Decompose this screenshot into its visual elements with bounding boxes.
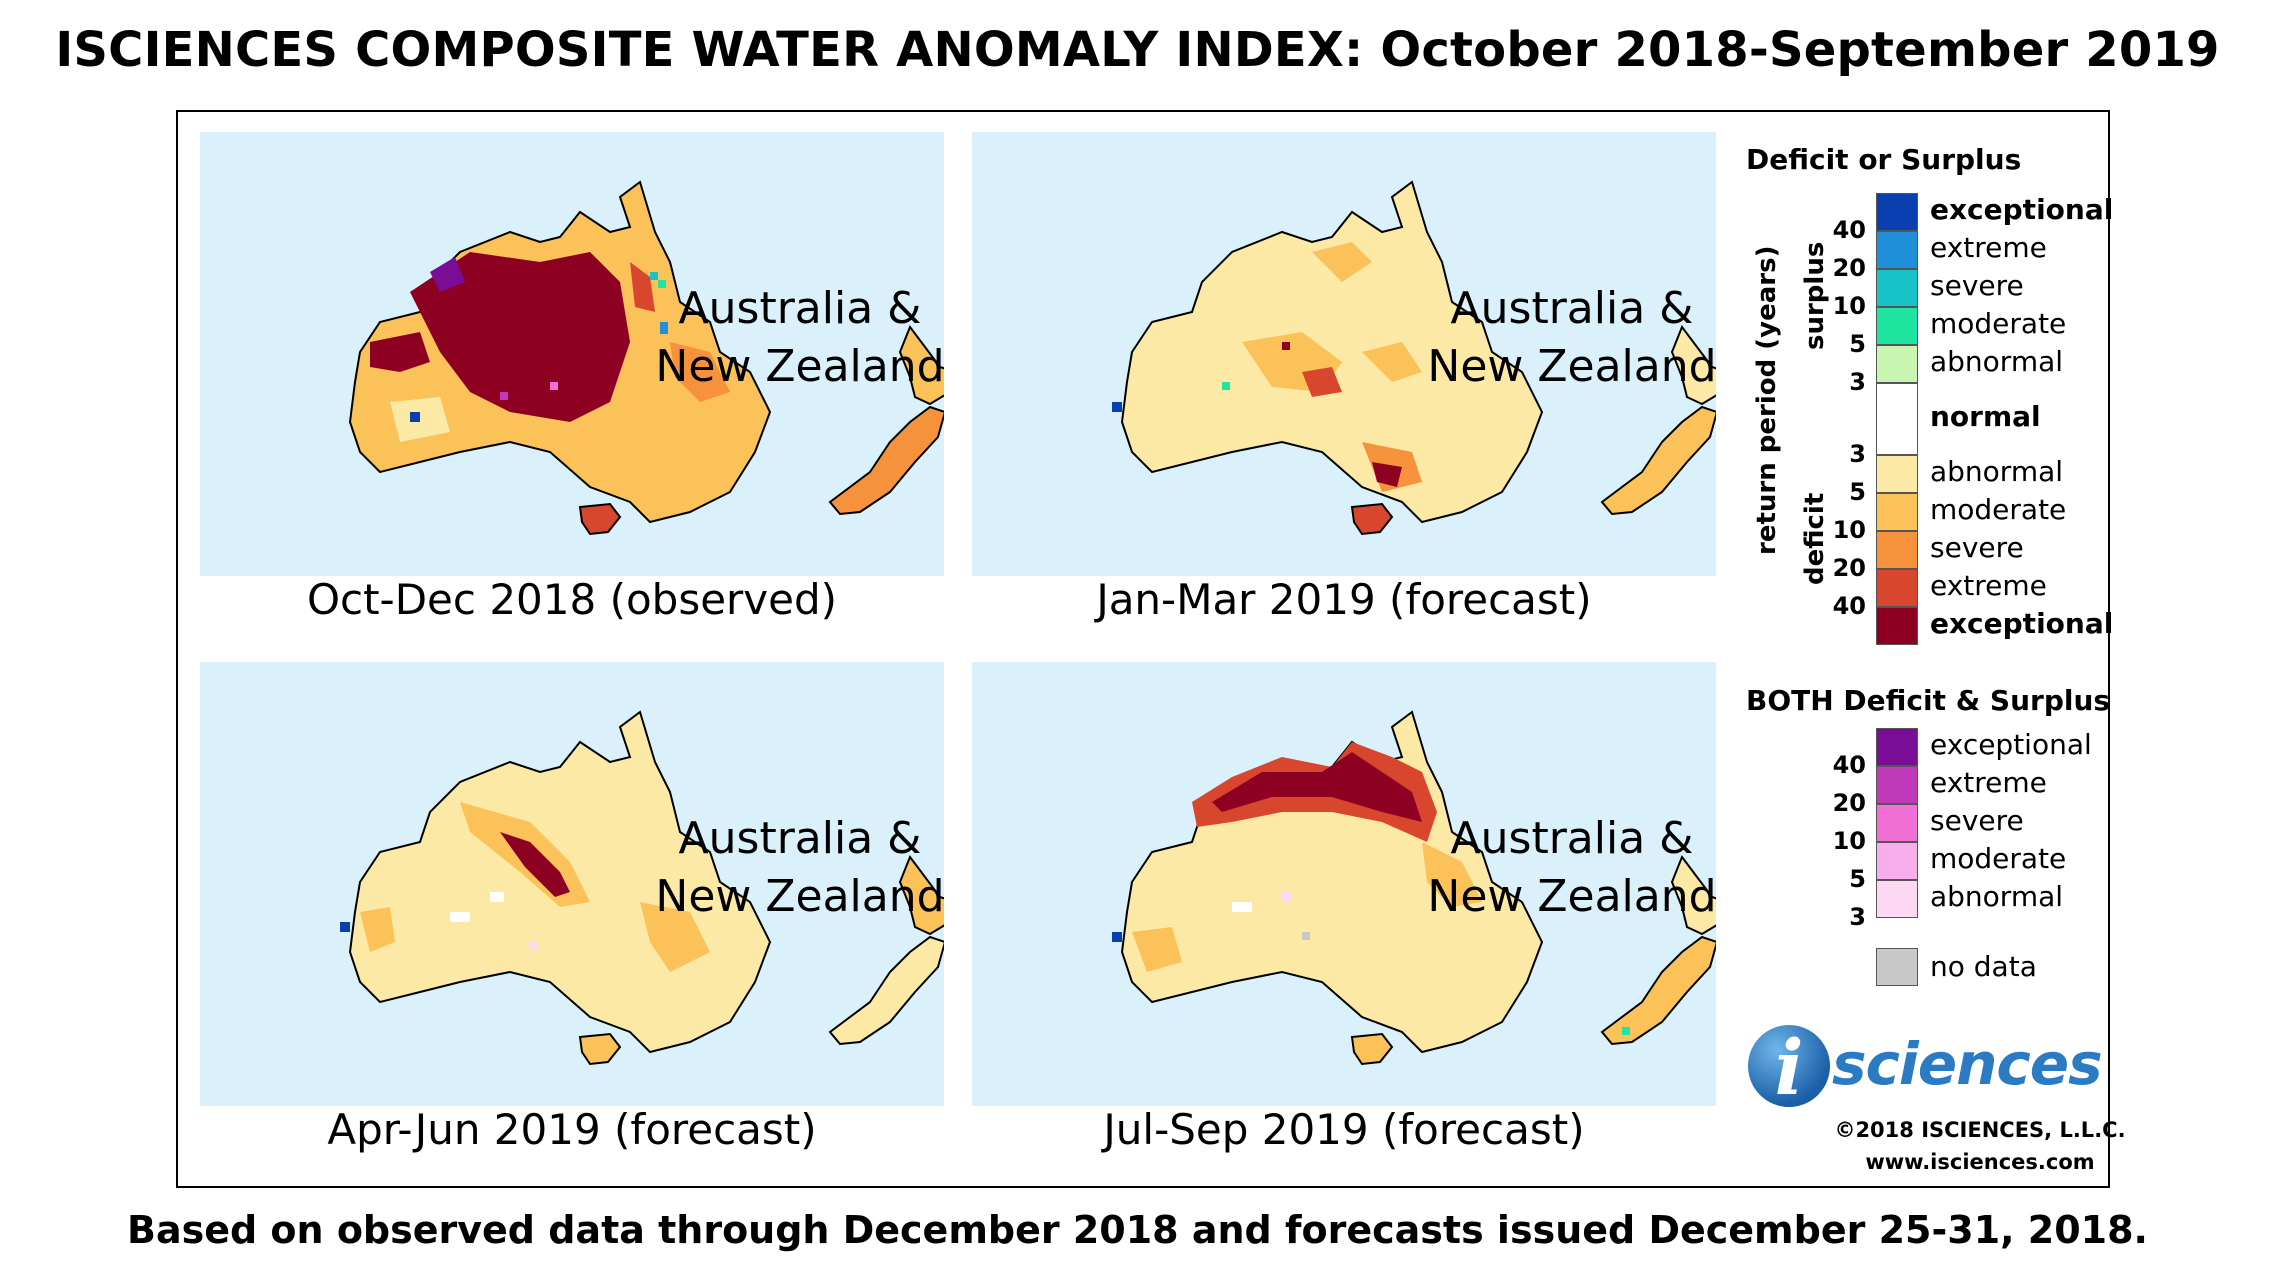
legend-label-deficit-extreme: extreme bbox=[1930, 569, 2047, 602]
legend-swatch-deficit-abnormal bbox=[1876, 455, 1918, 493]
map-apr-jun-2019 bbox=[340, 711, 944, 1065]
logo-i-letter: i bbox=[1774, 1023, 1804, 1112]
legend-tick-both: 3 bbox=[1849, 903, 1866, 931]
legend-swatch-both-moderate bbox=[1876, 842, 1918, 880]
isciences-logo-text: sciences bbox=[1832, 1030, 2103, 1098]
legend-tick-both: 20 bbox=[1832, 789, 1866, 817]
caption-jan-mar-2019: Jan-Mar 2019 (forecast) bbox=[1096, 575, 1592, 624]
legend-swatch-no-data bbox=[1876, 948, 1918, 986]
region-label-1: Australia & New Zealand bbox=[655, 280, 945, 396]
legend-label-both-severe: severe bbox=[1930, 804, 2024, 837]
legend-label-both-exceptional: exceptional bbox=[1930, 728, 2092, 761]
legend-swatch-both-exceptional bbox=[1876, 728, 1918, 766]
region-label-line2: New Zealand bbox=[655, 341, 945, 392]
legend-axis-label: return period (years) bbox=[1752, 245, 1782, 555]
region-label-line2: New Zealand bbox=[655, 871, 945, 922]
legend-label-surplus-exceptional: exceptional bbox=[1930, 193, 2114, 226]
legend-tick-both: 40 bbox=[1832, 751, 1866, 779]
caption-jul-sep-2019: Jul-Sep 2019 (forecast) bbox=[1103, 1105, 1585, 1154]
map-panel-jul-sep-2019 bbox=[972, 662, 1716, 1106]
page-title: ISCIENCES COMPOSITE WATER ANOMALY INDEX:… bbox=[55, 22, 2220, 78]
legend-swatch-surplus-exceptional bbox=[1876, 193, 1918, 231]
region-label-line2: New Zealand bbox=[1427, 341, 1717, 392]
copyright-text: ©2018 ISCIENCES, L.L.C. bbox=[1834, 1118, 2126, 1142]
legend-tick-deficit: 20 bbox=[1832, 554, 1866, 582]
legend-tick-surplus: 10 bbox=[1832, 292, 1866, 320]
region-label-line2: New Zealand bbox=[1427, 871, 1717, 922]
map-frame bbox=[176, 110, 2110, 1188]
region-label-3: Australia & New Zealand bbox=[655, 810, 945, 926]
legend-label-deficit-moderate: moderate bbox=[1930, 493, 2067, 526]
legend-swatch-surplus-extreme bbox=[1876, 231, 1918, 269]
legend-swatch-both-abnormal bbox=[1876, 880, 1918, 918]
legend-tick-deficit: 3 bbox=[1849, 440, 1866, 468]
legend-tick-deficit: 40 bbox=[1832, 592, 1866, 620]
legend-tick-both: 5 bbox=[1849, 865, 1866, 893]
region-label-4: Australia & New Zealand bbox=[1427, 810, 1717, 926]
website-link[interactable]: www.isciences.com bbox=[1865, 1150, 2095, 1174]
legend-label-surplus-extreme: extreme bbox=[1930, 231, 2047, 264]
legend-swatch-deficit-extreme bbox=[1876, 569, 1918, 607]
region-label-line1: Australia & bbox=[678, 283, 922, 334]
map-oct-dec-2018 bbox=[349, 181, 944, 535]
legend-swatch-deficit-moderate bbox=[1876, 493, 1918, 531]
region-label-line1: Australia & bbox=[678, 813, 922, 864]
legend-title-both: BOTH Deficit & Surplus bbox=[1746, 684, 2111, 717]
legend-swatch-deficit-exceptional bbox=[1876, 607, 1918, 645]
legend-swatch-deficit-severe bbox=[1876, 531, 1918, 569]
legend-swatch-normal-normal bbox=[1876, 383, 1918, 455]
legend-label-deficit-severe: severe bbox=[1930, 531, 2024, 564]
legend-label-no-data: no data bbox=[1930, 950, 2037, 983]
legend-tick-surplus: 5 bbox=[1849, 330, 1866, 358]
caption-oct-dec-2018: Oct-Dec 2018 (observed) bbox=[306, 575, 838, 624]
legend-tick-both: 10 bbox=[1832, 827, 1866, 855]
legend-swatch-surplus-abnormal bbox=[1876, 345, 1918, 383]
legend-label-surplus-moderate: moderate bbox=[1930, 307, 2067, 340]
legend-label-both-abnormal: abnormal bbox=[1930, 880, 2064, 913]
legend-swatch-both-severe bbox=[1876, 804, 1918, 842]
caption-apr-jun-2019: Apr-Jun 2019 (forecast) bbox=[327, 1105, 817, 1154]
legend-label-surplus-severe: severe bbox=[1930, 269, 2024, 302]
legend-swatch-surplus-moderate bbox=[1876, 307, 1918, 345]
isciences-logo-icon: i bbox=[1748, 1023, 1830, 1112]
legend-tick-surplus: 20 bbox=[1832, 254, 1866, 282]
legend-label-both-moderate: moderate bbox=[1930, 842, 2067, 875]
region-label-line1: Australia & bbox=[1450, 283, 1694, 334]
map-panel-oct-dec-2018 bbox=[200, 132, 944, 576]
region-label-line1: Australia & bbox=[1450, 813, 1694, 864]
legend-swatch-surplus-severe bbox=[1876, 269, 1918, 307]
map-panel-apr-jun-2019 bbox=[200, 662, 944, 1106]
legend-tick-surplus: 40 bbox=[1832, 216, 1866, 244]
legend-label-deficit-abnormal: abnormal bbox=[1930, 455, 2064, 488]
legend-label-both-extreme: extreme bbox=[1930, 766, 2047, 799]
legend-swatch-both-extreme bbox=[1876, 766, 1918, 804]
legend-title-deficit-surplus: Deficit or Surplus bbox=[1746, 143, 2022, 176]
legend-label-normal-normal: normal bbox=[1930, 400, 2041, 433]
legend-label-deficit-exceptional: exceptional bbox=[1930, 607, 2114, 640]
legend-label-surplus-abnormal: abnormal bbox=[1930, 345, 2064, 378]
map-jan-mar-2019 bbox=[1112, 181, 1716, 535]
legend-tick-deficit: 5 bbox=[1849, 478, 1866, 506]
map-panel-jan-mar-2019 bbox=[972, 132, 1716, 576]
footer-note: Based on observed data through December … bbox=[127, 1208, 2148, 1252]
region-label-2: Australia & New Zealand bbox=[1427, 280, 1717, 396]
legend-tick-surplus: 3 bbox=[1849, 368, 1866, 396]
legend-tick-deficit: 10 bbox=[1832, 516, 1866, 544]
map-jul-sep-2019 bbox=[1112, 711, 1716, 1065]
